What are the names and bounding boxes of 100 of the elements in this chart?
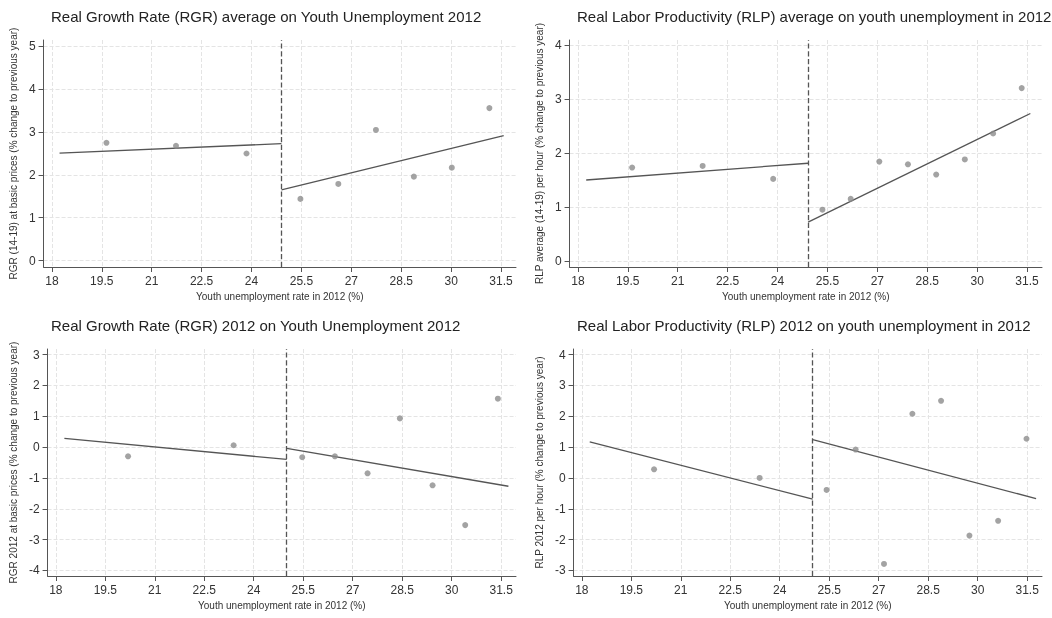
y-tick-label: 1 <box>558 440 566 455</box>
x-tick-label: 24 <box>247 583 261 597</box>
point <box>823 486 830 493</box>
x-tick-label: 25.5 <box>815 274 840 288</box>
x-tick-label: 22.5 <box>189 274 214 288</box>
point <box>933 171 940 178</box>
point <box>756 474 763 481</box>
point <box>938 397 945 404</box>
point <box>629 164 636 171</box>
point <box>462 522 469 529</box>
y-tick-label: 0 <box>32 440 40 455</box>
x-tick-label: 30 <box>970 583 985 597</box>
point <box>990 130 997 137</box>
x-tick-label: 21 <box>145 274 159 288</box>
y-tick-label: 1 <box>28 210 36 225</box>
x-axis-title: Youth unemployment rate in 2012 (%) <box>724 600 892 612</box>
y-tick-label: 0 <box>554 254 562 269</box>
point <box>961 156 968 163</box>
x-tick-label: 28.5 <box>916 583 941 597</box>
x-tick-label: 27 <box>346 583 360 597</box>
x-tick-label: 25.5 <box>291 583 316 597</box>
y-tick-label: 4 <box>28 82 36 97</box>
y-tick-label: -3 <box>554 563 566 578</box>
x-tick-label: 21 <box>674 583 688 597</box>
chart-title: Real Growth Rate (RGR) 2012 on Youth Unemployment 2012 <box>51 317 461 334</box>
y-tick-label: 5 <box>28 39 36 54</box>
y-tick-label: 1 <box>32 409 40 424</box>
x-tick-label: 31.5 <box>1015 583 1040 597</box>
x-tick-label: 19.5 <box>93 583 118 597</box>
x-tick-label: 18 <box>49 583 63 597</box>
point <box>243 150 250 157</box>
x-tick-label: 19.5 <box>619 583 644 597</box>
y-tick-label: 3 <box>32 347 40 362</box>
point <box>331 453 338 460</box>
point <box>880 560 887 567</box>
x-tick-label: 31.5 <box>489 583 514 597</box>
point <box>125 453 132 460</box>
x-tick-label: 27 <box>870 274 885 288</box>
x-tick-label: 24 <box>773 583 787 597</box>
y-tick-label: 2 <box>558 409 566 424</box>
x-tick-label: 24 <box>770 274 785 288</box>
y-tick-label: 4 <box>558 347 566 362</box>
x-tick-label: 27 <box>344 274 359 288</box>
point <box>904 161 911 168</box>
chart-title: Real Growth Rate (RGR) average on Youth Unemployment 2012 <box>51 8 482 25</box>
point <box>494 395 501 402</box>
y-axis-title: RLP 2012 per hour (% change to previous year) <box>533 356 545 569</box>
y-axis-title: RGR (14-19) at basic prices (% change to previous year) <box>7 27 19 280</box>
x-tick-label: 21 <box>148 583 162 597</box>
x-tick-label: 27 <box>872 583 886 597</box>
y-axis-title: RLP average (14-19) per hour (% change to previous year) <box>533 22 545 285</box>
y-tick-label: 3 <box>558 378 566 393</box>
point <box>699 162 706 169</box>
y-tick-label: 0 <box>558 470 566 485</box>
x-tick-label: 30 <box>444 583 459 597</box>
point <box>1023 435 1030 442</box>
point <box>448 164 455 171</box>
point <box>966 532 973 539</box>
x-tick-label: 31.5 <box>1015 274 1040 288</box>
point <box>103 139 110 146</box>
point <box>770 175 777 182</box>
x-tick-label: 24 <box>244 274 259 288</box>
y-tick-label: 2 <box>28 167 36 182</box>
chart-title: Real Labor Productivity (RLP) 2012 on youth unemployment in 2012 <box>577 317 1031 334</box>
y-tick-label: -2 <box>554 532 566 547</box>
y-tick-label: 1 <box>554 200 562 215</box>
y-tick-label: -1 <box>28 470 40 485</box>
point <box>995 517 1002 524</box>
y-tick-label: -2 <box>28 501 40 516</box>
y-tick-label: 3 <box>28 125 36 140</box>
point <box>396 415 403 422</box>
chart-title: Real Labor Productivity (RLP) average on youth unemployment in 2012 <box>577 8 1052 25</box>
x-axis-title: Youth unemployment rate in 2012 (%) <box>722 291 890 303</box>
x-tick-label: 31.5 <box>489 274 514 288</box>
x-axis-title: Youth unemployment rate in 2012 (%) <box>198 600 366 612</box>
y-tick-label: 4 <box>554 37 562 52</box>
y-tick-label: 0 <box>28 253 36 268</box>
y-tick-label: -1 <box>554 501 566 516</box>
x-axis-title: Youth unemployment rate in 2012 (%) <box>196 291 364 303</box>
y-tick-label: -3 <box>28 532 40 547</box>
point <box>909 410 916 417</box>
x-tick-label: 19.5 <box>90 274 114 288</box>
point <box>335 180 342 187</box>
x-tick-label: 25.5 <box>289 274 314 288</box>
y-tick-label: 2 <box>32 378 40 393</box>
point <box>651 466 658 473</box>
point <box>819 206 826 213</box>
point <box>852 446 859 453</box>
point <box>847 195 854 202</box>
x-tick-label: 28.5 <box>389 274 414 288</box>
x-tick-label: 28.5 <box>915 274 940 288</box>
x-tick-label: 18 <box>575 583 589 597</box>
x-tick-label: 22.5 <box>718 583 743 597</box>
point <box>230 442 237 449</box>
x-tick-label: 22.5 <box>715 274 740 288</box>
x-tick-label: 19.5 <box>616 274 640 288</box>
y-tick-label: 2 <box>554 145 562 160</box>
x-tick-label: 30 <box>970 274 985 288</box>
x-tick-label: 18 <box>45 274 59 288</box>
y-tick-label: 3 <box>554 91 562 106</box>
